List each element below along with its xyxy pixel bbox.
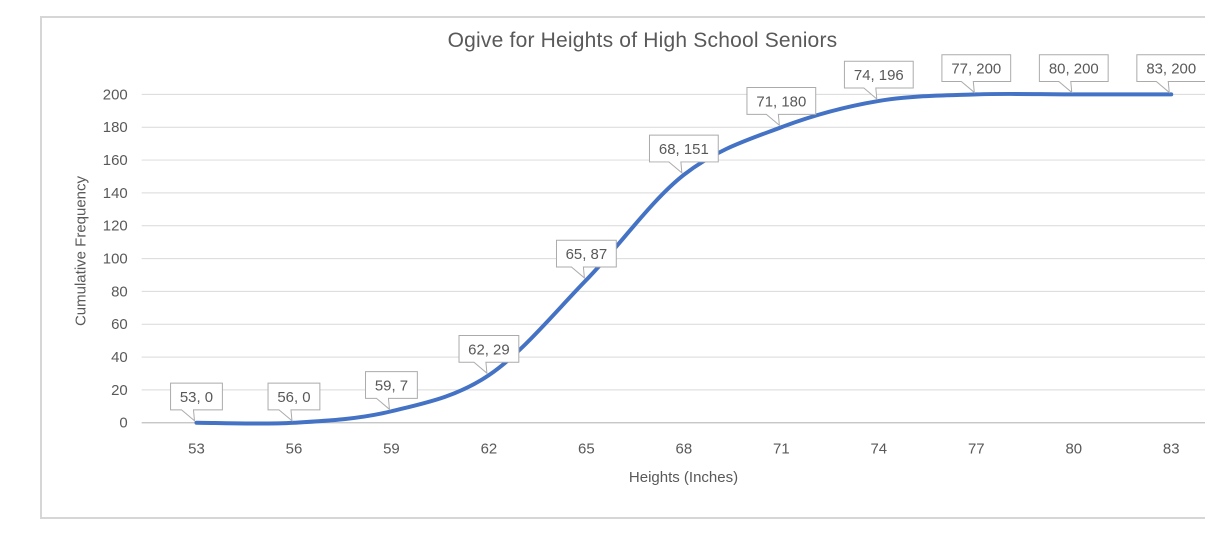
data-label-text: 59, 7 bbox=[375, 378, 408, 394]
y-tick-label: 60 bbox=[111, 317, 128, 333]
x-tick-label: 80 bbox=[1065, 442, 1082, 458]
y-tick-label: 200 bbox=[103, 87, 128, 103]
x-tick-label: 59 bbox=[383, 442, 400, 458]
data-label-text: 80, 200 bbox=[1049, 62, 1099, 78]
chart-title: Ogive for Heights of High School Seniors bbox=[447, 29, 838, 52]
y-tick-label: 40 bbox=[111, 350, 128, 366]
series-line bbox=[194, 91, 1174, 426]
y-tick-label: 120 bbox=[103, 219, 128, 235]
x-tick-label: 62 bbox=[481, 442, 498, 458]
y-tick-label: 100 bbox=[103, 252, 128, 268]
x-tick-label: 71 bbox=[773, 442, 790, 458]
x-tick-label: 77 bbox=[968, 442, 985, 458]
y-tick-label: 80 bbox=[111, 284, 128, 300]
plot-area: 0 20 40 60 80 100 120 140 160 180 200 53 56 59 62 65 68 7… bbox=[103, 54, 1205, 458]
data-label-text: 68, 151 bbox=[659, 142, 709, 158]
data-label-text: 53, 0 bbox=[180, 390, 213, 406]
x-tick-label: 74 bbox=[870, 442, 887, 458]
data-label-text: 83, 200 bbox=[1146, 62, 1196, 78]
data-label-text: 65, 87 bbox=[566, 247, 608, 263]
x-axis-title: Heights (Inches) bbox=[628, 469, 739, 486]
data-label-text: 62, 29 bbox=[468, 342, 510, 358]
data-label-text: 56, 0 bbox=[277, 390, 310, 406]
data-label-callout bbox=[1136, 54, 1205, 94]
x-tick-label: 56 bbox=[286, 442, 303, 458]
y-tick-label: 140 bbox=[103, 186, 128, 202]
data-label-callout bbox=[365, 371, 418, 411]
data-label-text: 71, 180 bbox=[756, 94, 806, 110]
x-tick-label: 65 bbox=[578, 442, 595, 458]
y-tick-label: 160 bbox=[103, 153, 128, 169]
x-tick-label: 83 bbox=[1163, 442, 1180, 458]
data-label-callout bbox=[843, 60, 914, 101]
y-tick-label: 20 bbox=[111, 383, 128, 399]
data-label-callout bbox=[267, 382, 321, 422]
ogive-chart: Ogive for Heights of High School Seniors… bbox=[40, 16, 1205, 519]
x-tick-label: 53 bbox=[188, 442, 205, 458]
data-label-callout bbox=[648, 134, 719, 175]
data-label-callout bbox=[941, 54, 1012, 94]
y-tick-label: 0 bbox=[119, 416, 127, 432]
y-tick-label: 180 bbox=[103, 120, 128, 136]
data-label-callout bbox=[555, 239, 617, 280]
data-label-callout bbox=[746, 87, 817, 127]
data-label-callout bbox=[458, 334, 520, 375]
data-label-callout bbox=[1038, 54, 1109, 94]
data-label-text: 77, 200 bbox=[951, 62, 1001, 78]
data-label-callout bbox=[170, 382, 223, 422]
data-label-text: 74, 196 bbox=[854, 68, 904, 84]
x-tick-label: 68 bbox=[676, 442, 693, 458]
